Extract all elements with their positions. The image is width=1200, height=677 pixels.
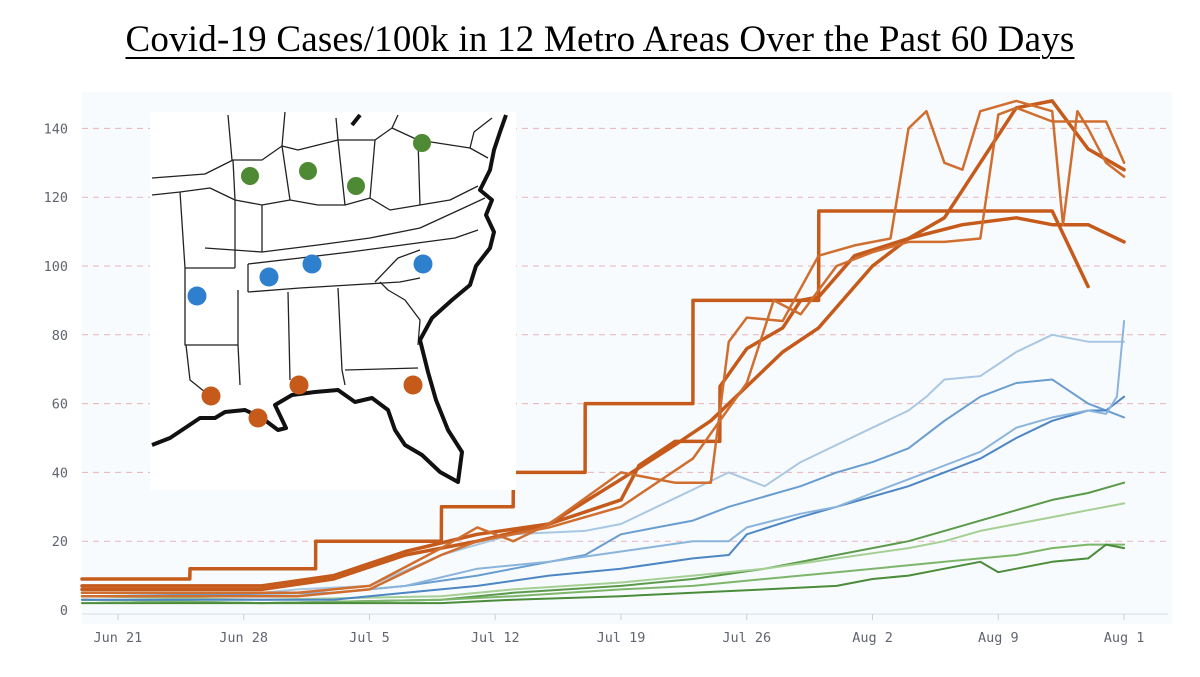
x-tick-label: Jul 19: [597, 630, 646, 646]
map-marker-gulf: [201, 386, 221, 406]
x-tick-label: Jul 26: [722, 630, 771, 646]
chart-title: Covid-19 Cases/100k in 12 Metro Areas Ov…: [125, 19, 1075, 60]
series-line-midsouth: [81, 333, 1126, 598]
series-line-midsouth: [81, 378, 1126, 598]
series-line-midsouth: [81, 395, 1126, 601]
series-line-midwest: [81, 481, 1126, 605]
series-line-gulf: [80, 99, 1126, 595]
y-tick-label: 140: [44, 121, 68, 137]
map-marker-midwest: [347, 177, 365, 195]
series-line-midwest: [81, 543, 1126, 605]
y-axis-ticks: 0 20 40 60 80 100 120 140: [44, 121, 68, 619]
x-tick-label: Aug 2: [852, 630, 893, 646]
series-lines: [80, 99, 1126, 605]
x-tick-label: Jun 21: [94, 630, 143, 646]
map-marker-gulf: [248, 408, 268, 428]
y-tick-label: 80: [52, 328, 68, 344]
map-marker-midwest: [299, 162, 317, 180]
map-marker-midwest: [413, 134, 431, 152]
series-line-midsouth: [81, 320, 1126, 594]
x-tick-label: Jul 5: [349, 630, 390, 646]
x-tick-label: Jul 12: [471, 630, 520, 646]
y-tick-label: 60: [52, 397, 68, 413]
series-line-gulf: [80, 216, 1126, 588]
x-tick-label: Aug 9: [978, 630, 1019, 646]
x-tick-label: Aug 1: [1104, 630, 1145, 646]
map-marker-midsouth: [259, 267, 279, 287]
y-tick-label: 40: [52, 465, 68, 481]
x-axis-ticks: Jun 21 Jun 28 Jul 5 Jul 12 Jul 19 Jul 26 Aug 2…: [94, 614, 1145, 646]
y-tick-label: 100: [44, 259, 68, 275]
series-line-gulf: [80, 99, 1126, 592]
map-marker-gulf: [289, 375, 309, 395]
map-marker-midwest: [241, 167, 259, 185]
map-marker-gulf: [403, 375, 423, 395]
map-marker-midsouth: [187, 286, 207, 306]
series-line-midwest: [81, 502, 1126, 601]
map-marker-midsouth: [302, 254, 322, 274]
y-tick-label: 0: [60, 603, 68, 619]
inset-map: [150, 111, 516, 490]
series-line-midwest: [81, 543, 1126, 605]
y-tick-label: 20: [52, 534, 68, 550]
x-tick-label: Jun 28: [219, 630, 268, 646]
map-marker-midsouth: [413, 254, 433, 274]
series-line-gulf: [80, 106, 1126, 598]
y-tick-label: 120: [44, 190, 68, 206]
